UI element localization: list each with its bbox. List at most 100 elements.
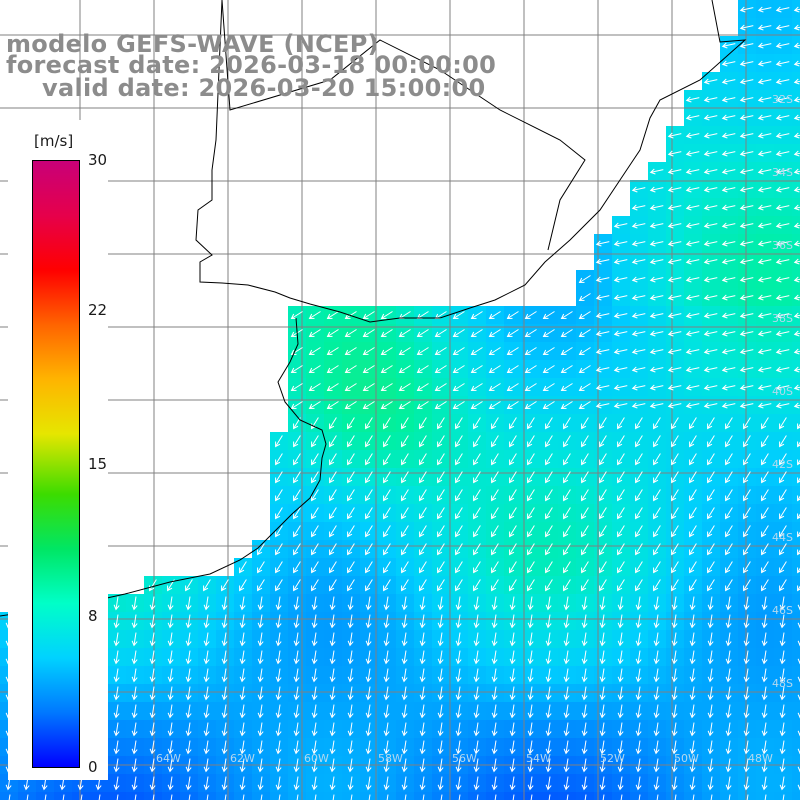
wind-arrow — [739, 132, 754, 139]
wind-arrow — [578, 401, 591, 410]
wind-arrow — [527, 507, 535, 520]
wind-arrow — [347, 596, 354, 611]
wind-arrow — [671, 776, 678, 791]
wind-arrow — [739, 330, 754, 337]
wind-arrow — [527, 650, 534, 665]
wind-arrow — [563, 668, 570, 683]
wind-arrow — [131, 632, 138, 647]
wind-arrow — [329, 704, 336, 719]
wind-arrow — [149, 668, 156, 683]
wind-arrow — [739, 6, 754, 13]
wind-arrow — [649, 402, 664, 409]
wind-arrow — [761, 507, 769, 520]
wind-arrow — [149, 758, 156, 773]
wind-arrow — [329, 758, 336, 773]
wind-arrow — [793, 114, 800, 121]
wind-arrow — [419, 776, 426, 791]
wind-arrow — [653, 632, 660, 647]
wind-arrow — [599, 722, 606, 737]
wind-arrow — [793, 294, 800, 301]
wind-arrow — [725, 776, 732, 791]
wind-arrow — [797, 441, 800, 448]
wind-arrow — [581, 507, 589, 520]
wind-arrow — [743, 507, 751, 520]
wind-arrow — [793, 222, 800, 229]
wind-arrow — [721, 168, 736, 175]
wind-arrow — [631, 204, 646, 211]
wind-arrow — [671, 722, 678, 737]
wind-arrow — [757, 240, 772, 247]
wind-arrow — [167, 614, 174, 629]
wind-arrow — [685, 132, 700, 139]
wind-arrow — [761, 668, 768, 683]
wind-arrow — [452, 329, 465, 338]
wind-arrow — [653, 614, 660, 629]
wind-arrow — [710, 794, 713, 800]
legend-tick-0: 0 — [88, 758, 98, 776]
wind-arrow — [491, 489, 499, 502]
wind-arrow — [203, 722, 210, 737]
wind-arrow — [707, 507, 715, 520]
wind-arrow — [779, 453, 787, 466]
wind-arrow — [595, 384, 610, 391]
wind-arrow — [743, 596, 750, 611]
wind-arrow — [542, 329, 555, 338]
wind-arrow — [383, 758, 390, 773]
wind-arrow — [545, 525, 553, 538]
wind-arrow — [545, 704, 552, 719]
wind-arrow — [275, 525, 283, 538]
wind-arrow — [545, 776, 552, 791]
wind-arrow — [757, 132, 772, 139]
wind-arrow — [527, 471, 535, 484]
wind-arrow — [797, 549, 800, 556]
wind-arrow — [437, 668, 444, 683]
longitude-label: 62W — [230, 752, 255, 765]
wind-arrow — [224, 794, 227, 800]
wind-arrow — [685, 402, 700, 409]
wind-arrow — [779, 507, 787, 520]
wind-speed-cell — [792, 432, 800, 451]
wind-arrow — [419, 543, 427, 556]
wind-arrow — [667, 240, 682, 247]
wind-arrow — [308, 329, 321, 338]
wind-arrow — [692, 794, 695, 800]
wind-arrow — [239, 722, 246, 737]
wind-arrow — [293, 740, 300, 755]
wind-arrow — [667, 312, 682, 319]
wind-arrow — [703, 258, 718, 265]
wind-arrow — [383, 543, 391, 556]
wind-arrow — [416, 383, 429, 392]
wind-arrow — [257, 776, 264, 791]
wind-arrow — [725, 596, 732, 611]
wind-arrow — [383, 686, 390, 701]
wind-arrow — [775, 330, 790, 337]
wind-arrow — [707, 704, 714, 719]
wind-arrow — [383, 417, 391, 430]
wind-arrow — [743, 758, 750, 773]
wind-arrow — [170, 794, 173, 800]
wind-arrow — [793, 132, 800, 139]
wind-arrow — [383, 704, 390, 719]
wind-arrow — [793, 150, 800, 157]
wind-arrow — [599, 758, 606, 773]
wind-arrow — [775, 312, 790, 319]
wind-arrow — [779, 417, 787, 430]
wind-arrow — [631, 312, 646, 319]
wind-arrow — [599, 579, 607, 592]
wind-arrow — [775, 60, 790, 67]
wind-arrow — [437, 435, 445, 448]
wind-arrow — [365, 614, 372, 629]
wind-arrow — [739, 24, 754, 31]
wind-arrow — [470, 383, 483, 392]
wind-arrow — [581, 543, 589, 556]
wind-arrow — [260, 794, 263, 800]
wind-arrow — [689, 417, 697, 430]
wind-arrow — [685, 168, 700, 175]
wind-arrow — [797, 477, 800, 484]
wind-arrow — [221, 650, 228, 665]
legend-tick-8: 8 — [88, 607, 98, 625]
wind-arrow — [721, 348, 736, 355]
wind-arrow — [527, 704, 534, 719]
wind-arrow — [491, 758, 498, 773]
wind-arrow — [401, 686, 408, 701]
